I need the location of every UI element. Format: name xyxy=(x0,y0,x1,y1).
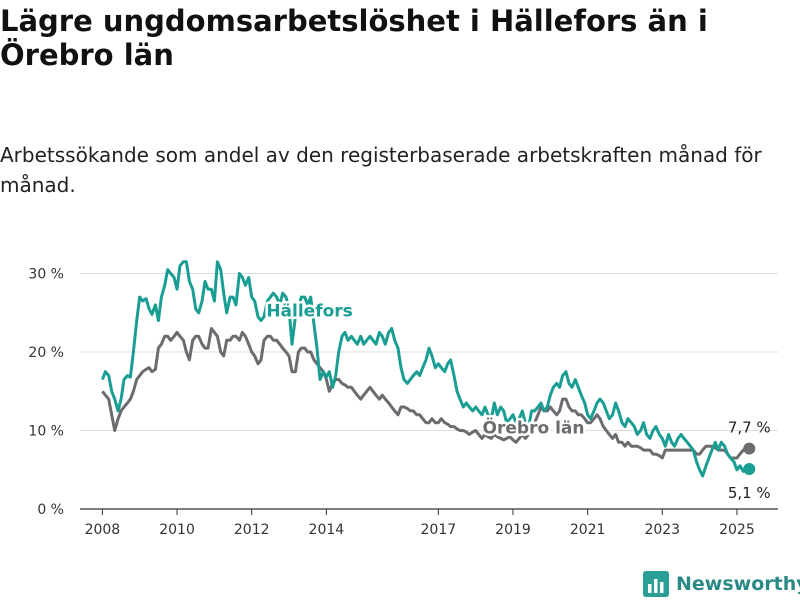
series-label: Örebro län xyxy=(483,417,585,439)
x-tick-label: 2014 xyxy=(309,522,345,538)
newsworthy-logo: Newsworthy xyxy=(643,570,800,598)
brand-name: Newsworthy xyxy=(676,573,800,595)
y-tick-label: 0 % xyxy=(37,502,64,518)
end-point-marker xyxy=(743,442,756,455)
x-tick-label: 2025 xyxy=(719,522,755,538)
series-lines xyxy=(100,260,756,478)
series-line-orebro-lan xyxy=(101,327,750,460)
y-tick-label: 30 % xyxy=(28,267,64,283)
bar-chart-logo-icon xyxy=(643,571,669,597)
end-point-marker xyxy=(743,462,756,475)
x-tick-label: 2008 xyxy=(85,522,121,538)
x-tick-label: 2023 xyxy=(644,522,680,538)
y-tick-label: 20 % xyxy=(28,345,64,361)
chart-subtitle: Arbetssökande som andel av den registerb… xyxy=(0,143,762,197)
x-tick-label: 2021 xyxy=(570,522,606,538)
x-tick-label: 2012 xyxy=(234,522,270,538)
series-label-halo: Hällefors xyxy=(266,302,352,322)
x-tick-label: 2010 xyxy=(159,522,195,538)
gridlines xyxy=(80,273,778,510)
y-tick-label: 10 % xyxy=(28,424,64,440)
series-label: Hällefors xyxy=(266,302,352,322)
end-value-label: 5,1 % xyxy=(728,484,771,502)
x-axis: 2008 2010 2012 2014 2017 2019 2021 2023 2025 xyxy=(85,509,755,538)
y-axis: 0 % 10 % 20 % 30 % xyxy=(28,267,64,518)
end-value-label: 7,7 % xyxy=(728,419,771,437)
x-tick-label: 2019 xyxy=(495,522,531,538)
chart-title: Lägre ungdomsarbetslöshet i Hällefors än… xyxy=(0,4,708,72)
series-label-halo: Örebro län xyxy=(483,417,585,439)
series-line-hallefors xyxy=(100,260,750,478)
x-tick-label: 2017 xyxy=(421,522,457,538)
